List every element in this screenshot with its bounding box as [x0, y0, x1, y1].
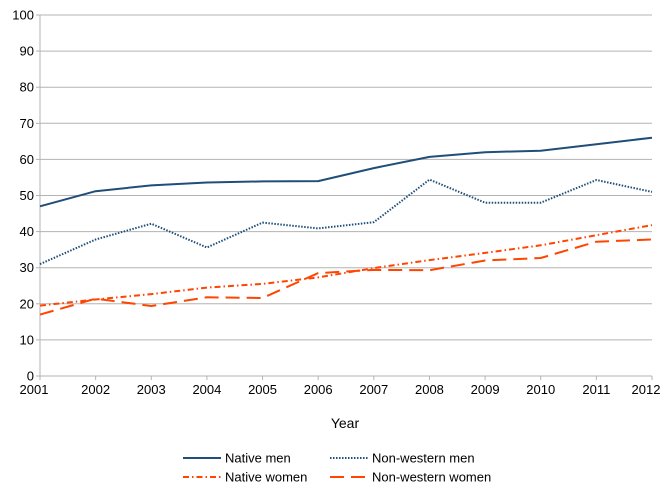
x-tick-label: 2007	[359, 382, 388, 397]
legend-label: Native men	[225, 451, 291, 466]
x-tick-label: 2001	[20, 382, 49, 397]
legend-label: Native women	[225, 470, 307, 485]
series-lines	[39, 136, 653, 316]
y-tick-label: 60	[20, 152, 34, 167]
x-tick-label: 2008	[415, 382, 444, 397]
tick-labels: 0 10 20 30 40 50 60 70 80 90 100 2001 2002 2003 2004 20…	[12, 8, 660, 398]
y-tick-label: 10	[20, 332, 34, 347]
x-tick-label: 2011	[582, 382, 610, 397]
series-line-non-western-men	[39, 178, 653, 266]
x-tick-label: 2006	[304, 382, 333, 397]
legend-item: Non-western women	[330, 470, 491, 485]
x-tick-label: 2003	[137, 382, 166, 397]
x-tick-label: 2005	[248, 382, 277, 397]
legend-item: Non-western men	[330, 451, 475, 466]
y-tick-label: 80	[20, 80, 34, 95]
x-tick-label: 2009	[471, 382, 500, 397]
y-tick-label: 90	[20, 44, 34, 59]
legend-label: Non-western women	[372, 470, 491, 485]
gridlines	[40, 14, 652, 341]
y-tick-label: 40	[20, 224, 34, 239]
legend-item: Native women	[183, 470, 307, 485]
x-axis-title: Year	[331, 415, 360, 431]
legend-item: Native men	[183, 451, 291, 466]
x-tick-label: 2002	[81, 382, 110, 397]
y-tick-label: 50	[20, 188, 34, 203]
series-line-native-men	[39, 136, 653, 208]
series-line-native-women	[39, 224, 653, 307]
y-tick-label: 100	[12, 8, 34, 23]
y-tick-label: 20	[20, 296, 34, 311]
x-tick-label: 2004	[192, 382, 221, 397]
legend: Native men Non-western men Native women Non…	[183, 451, 491, 485]
y-tick-label: 30	[20, 260, 34, 275]
y-tick-label: 70	[20, 116, 34, 131]
y-tick-label: 0	[27, 369, 34, 384]
x-tick-label: 2012	[632, 382, 661, 397]
axes	[36, 14, 653, 380]
x-tick-label: 2010	[526, 382, 555, 397]
legend-label: Non-western men	[372, 451, 475, 466]
